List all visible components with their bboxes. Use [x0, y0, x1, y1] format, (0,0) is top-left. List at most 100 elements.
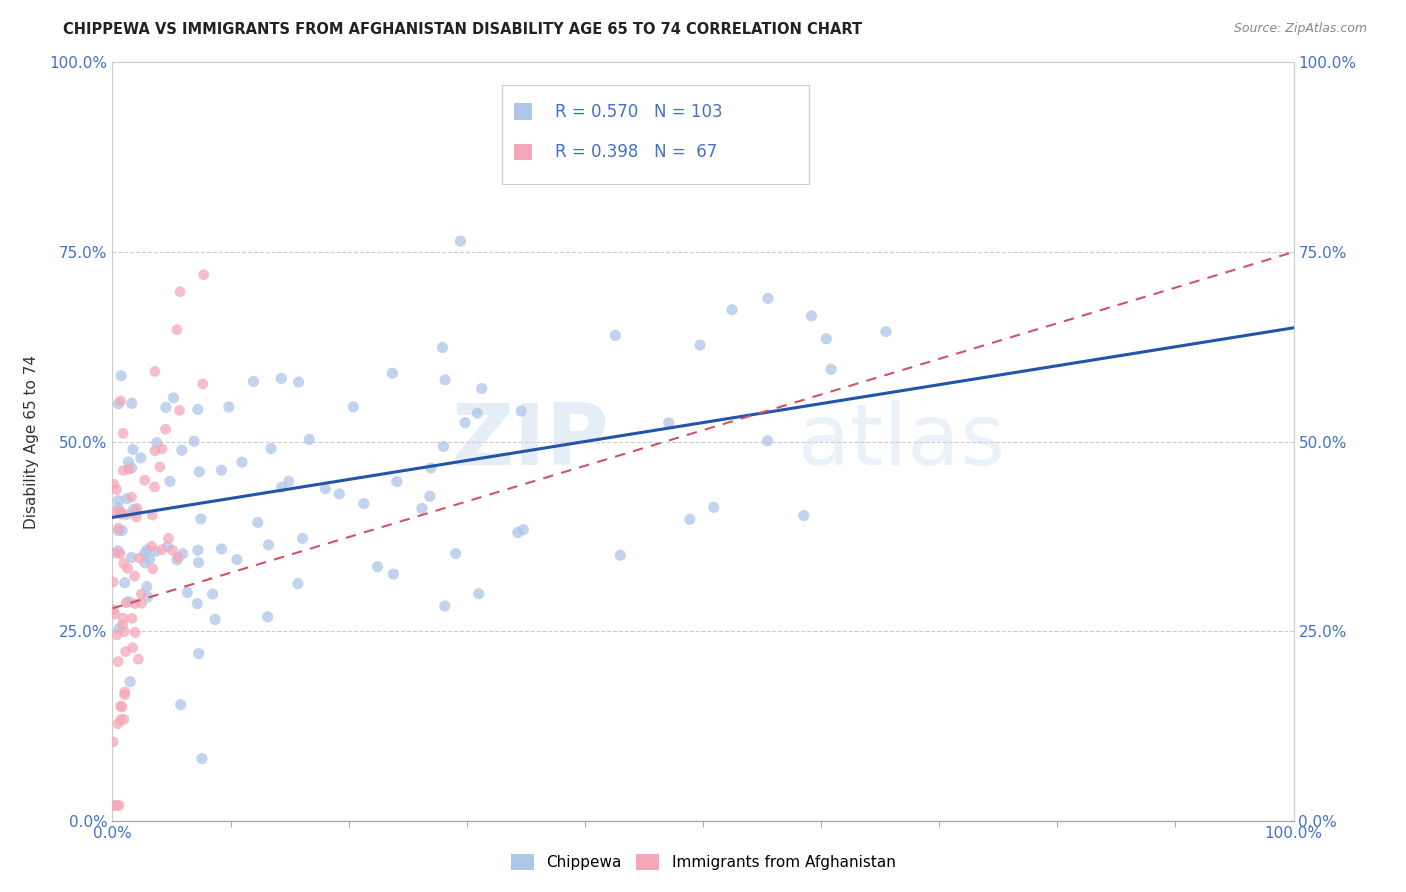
- Point: [170, 698, 193, 712]
- Point: [679, 512, 702, 526]
- Point: [124, 597, 146, 611]
- Point: [117, 594, 139, 608]
- Point: [353, 497, 375, 511]
- Point: [454, 416, 477, 430]
- Point: [121, 396, 143, 410]
- Point: [111, 617, 134, 632]
- Point: [122, 502, 145, 516]
- Point: [155, 401, 177, 415]
- Point: [115, 508, 138, 522]
- Point: [124, 569, 146, 583]
- Point: [107, 655, 129, 669]
- Point: [156, 540, 179, 554]
- Point: [201, 587, 224, 601]
- Point: [188, 465, 211, 479]
- Point: [114, 624, 136, 639]
- Point: [107, 521, 129, 535]
- Point: [141, 508, 163, 522]
- Point: [110, 505, 132, 519]
- Point: [432, 440, 454, 454]
- Point: [121, 611, 143, 625]
- Point: [118, 462, 141, 476]
- Point: [609, 548, 631, 562]
- Point: [104, 607, 127, 622]
- Point: [143, 443, 166, 458]
- Point: [270, 480, 292, 494]
- Point: [183, 434, 205, 449]
- Point: [756, 291, 779, 305]
- Point: [145, 544, 167, 558]
- Point: [190, 512, 212, 526]
- Point: [112, 464, 135, 478]
- Point: [110, 368, 132, 383]
- Point: [510, 404, 533, 418]
- Point: [187, 402, 209, 417]
- Point: [800, 309, 823, 323]
- Point: [135, 543, 157, 558]
- Point: [107, 716, 129, 731]
- Point: [257, 538, 280, 552]
- Point: [385, 475, 408, 489]
- Point: [131, 587, 153, 601]
- Text: CHIPPEWA VS IMMIGRANTS FROM AFGHANISTAN DISABILITY AGE 65 TO 74 CORRELATION CHAR: CHIPPEWA VS IMMIGRANTS FROM AFGHANISTAN …: [63, 22, 862, 37]
- Point: [191, 751, 214, 765]
- Point: [512, 523, 534, 537]
- Point: [150, 442, 173, 456]
- Point: [605, 328, 627, 343]
- Point: [169, 285, 191, 299]
- Point: [117, 561, 139, 575]
- Point: [108, 622, 131, 636]
- Point: [110, 699, 132, 714]
- Point: [471, 382, 494, 396]
- Point: [141, 539, 163, 553]
- Point: [114, 575, 136, 590]
- Y-axis label: Disability Age 65 to 74: Disability Age 65 to 74: [24, 354, 38, 529]
- Point: [187, 543, 209, 558]
- Point: [287, 576, 309, 591]
- Point: [167, 550, 190, 565]
- Point: [114, 685, 136, 699]
- Point: [107, 397, 129, 411]
- Point: [112, 426, 135, 441]
- Text: R = 0.398   N =  67: R = 0.398 N = 67: [555, 143, 717, 161]
- Point: [115, 596, 138, 610]
- Point: [328, 487, 350, 501]
- Point: [815, 332, 838, 346]
- Point: [101, 574, 124, 589]
- Point: [218, 400, 240, 414]
- Point: [142, 562, 165, 576]
- Point: [143, 480, 166, 494]
- Point: [170, 443, 193, 458]
- Point: [143, 364, 166, 378]
- Point: [120, 674, 142, 689]
- Text: ZIP: ZIP: [451, 400, 609, 483]
- Point: [193, 268, 215, 282]
- Point: [146, 435, 169, 450]
- Point: [105, 483, 128, 497]
- Point: [382, 567, 405, 582]
- Point: [367, 559, 389, 574]
- Point: [138, 552, 160, 566]
- Point: [186, 597, 208, 611]
- Point: [117, 455, 139, 469]
- Point: [129, 450, 152, 465]
- Point: [114, 688, 136, 702]
- Point: [211, 541, 233, 556]
- Point: [107, 524, 129, 538]
- Point: [209, 463, 232, 477]
- Point: [105, 628, 128, 642]
- Point: [468, 587, 491, 601]
- Point: [110, 507, 132, 521]
- Point: [411, 501, 433, 516]
- Point: [875, 325, 897, 339]
- Point: [112, 557, 135, 571]
- Point: [122, 442, 145, 457]
- Point: [125, 501, 148, 516]
- Point: [155, 422, 177, 436]
- Point: [112, 712, 135, 726]
- Point: [157, 532, 180, 546]
- FancyBboxPatch shape: [515, 144, 533, 161]
- Point: [159, 475, 181, 489]
- Point: [110, 713, 132, 727]
- Point: [260, 442, 283, 456]
